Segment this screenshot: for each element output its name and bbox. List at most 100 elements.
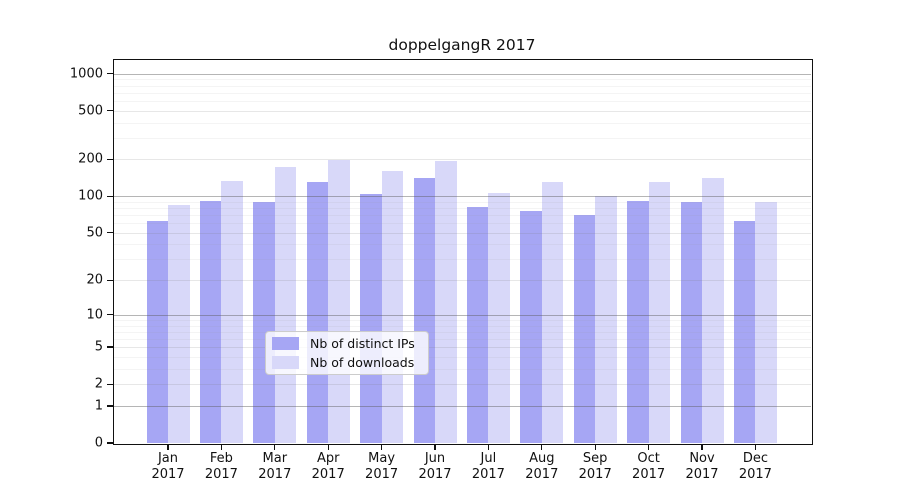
x-tick-label-aug: Aug 2017 [525,451,559,482]
x-tick-mark-oct [647,444,650,450]
legend-label-distinct-ips: Nb of distinct IPs [310,335,415,351]
gridline-4 [114,356,811,358]
bar-downloads-jan [168,205,190,443]
gridline-200 [114,159,811,161]
legend-swatch-downloads [272,356,299,370]
x-tick-mark-sep [594,444,596,450]
legend-item-distinct-ips: Nb of distinct IPs [272,335,422,352]
x-tick-mark-jun [434,444,436,450]
x-tick-mark-feb [220,444,223,450]
y-tick-mark-2 [107,383,113,385]
y-tick-mark-50 [107,232,113,234]
x-tick-mark-mar [274,444,276,450]
bar-ips-jul [466,206,489,443]
y-tick-mark-100 [107,195,113,197]
gridline-500 [114,110,811,112]
y-tick-label-2: 2 [94,376,103,392]
y-tick-label-0: 0 [94,435,103,451]
x-tick-label-sep: Sep 2017 [578,451,612,482]
x-tick-label-may: May 2017 [365,451,399,482]
bar-downloads-sep [595,195,617,443]
y-tick-mark-200 [107,158,113,161]
bar-downloads-may [381,171,404,443]
gridline-7 [114,331,811,333]
gridline-70 [114,215,811,217]
y-tick-label-5: 5 [94,339,103,355]
bar-downloads-oct [648,182,671,443]
legend: Nb of distinct IPs Nb of downloads [265,331,429,375]
gridline-2 [114,384,811,386]
legend-swatch-distinct-ips [272,336,299,350]
x-tick-label-jul: Jul 2017 [471,451,505,482]
x-tick-mark-apr [327,444,329,450]
x-tick-mark-may [380,444,383,450]
y-tick-mark-20 [107,279,113,281]
gridline-10 [114,314,811,316]
bar-downloads-dec [755,201,777,443]
y-tick-mark-10 [107,314,113,316]
bar-ips-sep [573,215,596,443]
bar-downloads-jul [488,192,510,443]
bar-ips-dec [733,221,756,443]
gridline-3 [114,368,811,370]
x-tick-mark-nov [701,444,703,450]
y-tick-label-500: 500 [78,103,103,119]
x-tick-label-nov: Nov 2017 [685,451,719,482]
x-tick-label-mar: Mar 2017 [258,451,292,482]
bar-downloads-aug [541,181,564,443]
bar-ips-jan [146,220,168,443]
y-tick-label-20: 20 [86,272,103,288]
bar-downloads-jun [435,160,457,443]
gridline-80 [114,208,811,210]
x-tick-label-jun: Jun 2017 [418,451,452,482]
gridline-300 [114,137,811,139]
legend-item-downloads: Nb of downloads [272,355,422,372]
gridline-9 [114,319,811,321]
y-tick-label-1: 1 [94,398,103,414]
y-tick-mark-1 [107,405,113,407]
gridline-800 [114,85,811,87]
bar-ips-nov [680,201,702,443]
chart-title: doppelgangR 2017 [388,36,536,54]
x-tick-label-feb: Feb 2017 [204,451,238,482]
gridline-900 [114,79,811,81]
gridline-1000 [114,73,811,75]
gridline-5 [114,347,811,349]
y-tick-label-100: 100 [78,188,103,204]
y-tick-label-1000: 1000 [69,66,103,82]
gridline-40 [114,244,811,246]
x-tick-label-dec: Dec 2017 [738,451,772,482]
gridline-60 [114,223,811,225]
bar-ips-oct [627,200,649,443]
bar-downloads-feb [221,180,243,443]
gridline-30 [114,259,811,261]
bar-ips-mar [253,201,275,443]
x-tick-mark-jul [487,444,490,450]
y-tick-label-200: 200 [78,151,103,167]
x-tick-label-jan: Jan 2017 [151,451,185,482]
bar-ips-jun [413,178,435,443]
plot-area [114,60,811,443]
y-tick-mark-1000 [107,72,113,75]
gridline-50 [114,232,811,234]
x-tick-label-oct: Oct 2017 [632,451,666,482]
y-tick-mark-0 [107,442,113,444]
gridline-600 [114,100,811,102]
bar-ips-aug [520,210,542,443]
legend-label-downloads: Nb of downloads [310,355,415,371]
bar-ips-may [360,193,382,443]
y-tick-mark-5 [107,346,113,348]
gridline-8 [114,325,811,327]
bar-ips-apr [306,181,329,443]
gridline-1 [114,405,811,407]
x-tick-label-apr: Apr 2017 [311,451,345,482]
bar-downloads-nov [702,177,724,443]
x-tick-mark-jan [167,444,169,450]
x-tick-mark-aug [541,444,543,450]
gridline-6 [114,338,811,340]
gridline-20 [114,280,811,282]
y-tick-label-10: 10 [86,307,103,323]
y-tick-label-50: 50 [86,225,103,241]
x-tick-mark-dec [754,444,757,450]
